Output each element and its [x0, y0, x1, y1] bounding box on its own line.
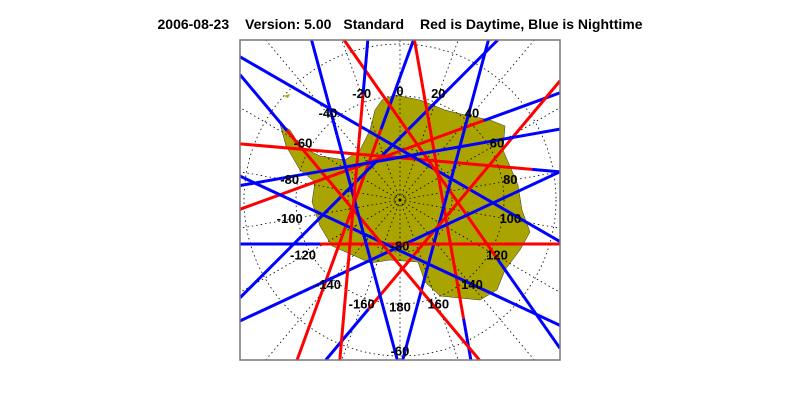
plot-title: 2006-08-23 Version: 5.00 Standard Red is … — [0, 16, 800, 32]
map-frame — [239, 39, 561, 361]
meridian — [240, 200, 396, 229]
daytime-track-segment — [412, 40, 466, 320]
nighttime-track-segment — [361, 40, 370, 95]
meridian — [240, 171, 396, 200]
nighttime-track-segment — [515, 127, 560, 139]
longitude-label: 100 — [499, 211, 521, 226]
longitude-label: 180 — [389, 299, 411, 314]
longitude-label: 20 — [431, 86, 445, 101]
meridian — [401, 40, 459, 196]
longitude-label: 40 — [465, 106, 479, 121]
legend-text: Red is Daytime, Blue is Nighttime — [419, 16, 643, 32]
nighttime-track-segment — [240, 135, 517, 188]
nighttime-track-segment — [286, 196, 560, 327]
orbit-tracks — [240, 40, 560, 360]
nighttime-track-segment — [420, 40, 490, 291]
longitude-label: -160 — [349, 297, 375, 312]
longitude-label: -80 — [280, 172, 299, 187]
nighttime-track-segment — [302, 170, 560, 294]
meridian — [401, 204, 459, 360]
latitude-label: -60 — [391, 343, 410, 358]
date-label: 2006-08-23 — [157, 16, 230, 32]
mode-label: Standard — [343, 16, 405, 32]
nighttime-track-segment — [401, 289, 423, 360]
longitude-label: -140 — [315, 277, 341, 292]
nighttime-track-segment — [310, 40, 339, 136]
nighttime-track-segment — [532, 167, 560, 174]
longitude-label: -40 — [319, 106, 338, 121]
latitude-circle — [243, 43, 557, 357]
longitude-label: -120 — [290, 247, 316, 262]
nighttime-track-segment — [492, 201, 560, 243]
meridian — [240, 202, 396, 293]
nighttime-track-segment — [462, 318, 473, 360]
island — [284, 94, 290, 98]
graticule — [240, 40, 560, 360]
daytime-track-segment — [240, 142, 533, 171]
daytime-track-segment — [285, 129, 481, 360]
nighttime-track-segment — [240, 290, 304, 323]
meridian — [404, 171, 560, 200]
daytime-track-segment — [342, 40, 500, 261]
longitude-label: -100 — [277, 211, 303, 226]
meridian — [404, 202, 560, 293]
longitude-label: -20 — [352, 86, 371, 101]
longitude-label: 0 — [396, 83, 403, 98]
longitude-label: 120 — [486, 247, 508, 262]
meridian — [341, 40, 399, 196]
nighttime-track-segment — [240, 73, 288, 132]
nighttime-track-segment — [483, 91, 560, 122]
nighttime-track-segment — [324, 308, 370, 360]
latitude-label: -80 — [391, 238, 410, 253]
south-pole-marker — [398, 198, 402, 202]
daytime-track-segment — [338, 94, 365, 360]
nighttime-track-segment — [496, 258, 560, 350]
nighttime-track-segment — [335, 134, 399, 360]
nighttime-track-segment — [379, 40, 415, 130]
longitude-label: 80 — [503, 172, 517, 187]
nighttime-track-segment — [240, 109, 429, 299]
longitude-label: 60 — [490, 135, 504, 150]
version-label: Version: 5.00 — [245, 16, 332, 32]
longitude-label: -60 — [294, 135, 313, 150]
daytime-track-segment — [367, 79, 560, 311]
longitude-label: 160 — [427, 297, 449, 312]
longitude-label: 140 — [461, 277, 483, 292]
meridian — [240, 107, 396, 198]
meridian — [404, 107, 560, 198]
meridian — [404, 200, 560, 229]
nighttime-track-segment — [240, 174, 288, 200]
meridian — [341, 204, 399, 360]
